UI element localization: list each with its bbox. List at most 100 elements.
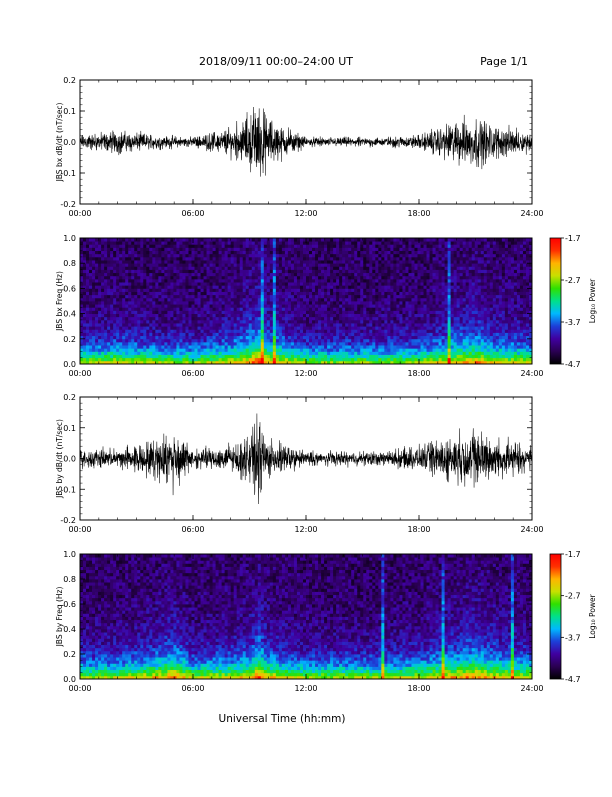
spectrogram-cell [255, 298, 258, 302]
spectrogram-cell [393, 244, 396, 248]
spectrogram-cell [273, 257, 276, 261]
spectrogram-cell [125, 358, 128, 362]
spectrogram-cell [98, 266, 101, 270]
spectrogram-cell [363, 307, 366, 311]
spectrogram-cell [116, 288, 119, 292]
spectrogram-cell [104, 279, 107, 283]
spectrogram-cell [113, 263, 116, 267]
spectrogram-cell [188, 298, 191, 302]
spectrogram-cell [201, 310, 204, 314]
spectrogram-cell [264, 276, 267, 280]
spectrogram-cell [288, 292, 291, 296]
spectrogram-cell [390, 247, 393, 251]
spectrogram-cell [255, 247, 258, 251]
spectrogram-cell [185, 273, 188, 277]
spectrogram-cell [267, 355, 270, 359]
spectrogram-cell [167, 323, 170, 327]
spectrogram-cell [122, 247, 125, 251]
spectrogram-cell [146, 304, 149, 308]
spectrogram-cell [357, 329, 360, 333]
spectrogram-cell [116, 282, 119, 286]
spectrogram-cell [421, 304, 424, 308]
spectrogram-cell [279, 358, 282, 362]
spectrogram-cell [240, 285, 243, 289]
spectrogram-cell [152, 285, 155, 289]
spectrogram-cell [439, 270, 442, 274]
spectrogram-cell [258, 333, 261, 337]
spectrogram-cell [402, 336, 405, 340]
spectrogram-cell [119, 276, 122, 280]
spectrogram-cell [83, 304, 86, 308]
spectrogram-cell [83, 323, 86, 327]
spectrogram-cell [95, 310, 98, 314]
spectrogram-cell [282, 292, 285, 296]
spectrogram-cell [273, 285, 276, 289]
spectrogram-cell [273, 273, 276, 277]
spectrogram-cell [267, 279, 270, 283]
spectrogram-cell [369, 333, 372, 337]
spectrogram-cell [92, 314, 95, 318]
spectrogram-cell [95, 333, 98, 337]
spectrogram-cell [89, 301, 92, 305]
spectrogram-cell [222, 317, 225, 321]
spectrogram-cell [436, 310, 439, 314]
spectrogram-cell [243, 273, 246, 277]
spectrogram-cell [396, 298, 399, 302]
spectrogram-cell [92, 333, 95, 337]
spectrogram-cell [104, 326, 107, 330]
spectrogram-cell [246, 326, 249, 330]
spectrogram-cell [188, 333, 191, 337]
spectrogram-cell [249, 273, 252, 277]
spectrogram-cell [258, 257, 261, 261]
spectrogram-cell [442, 282, 445, 286]
spectrogram-cell [231, 358, 234, 362]
spectrogram-cell [303, 326, 306, 330]
spectrogram-cell [182, 266, 185, 270]
spectrogram-cell [110, 355, 113, 359]
spectrogram-cell [396, 260, 399, 264]
spectrogram-cell [390, 282, 393, 286]
spectrogram-cell [372, 257, 375, 261]
spectrogram-cell [137, 292, 140, 296]
spectrogram-cell [228, 348, 231, 352]
spectrogram-cell [396, 295, 399, 299]
spectrogram-cell [279, 323, 282, 327]
spectrogram-cell [318, 241, 321, 245]
spectrogram-cell [231, 295, 234, 299]
spectrogram-cell [327, 358, 330, 362]
spectrogram-cell [155, 301, 158, 305]
spectrogram-cell [131, 348, 134, 352]
spectrogram-cell [282, 298, 285, 302]
spectrogram-cell [339, 298, 342, 302]
spectrogram-cell [288, 279, 291, 283]
spectrogram-cell [300, 345, 303, 349]
spectrogram-cell [207, 273, 210, 277]
spectrogram-cell [213, 292, 216, 296]
spectrogram-cell [348, 323, 351, 327]
spectrogram-cell [375, 339, 378, 343]
spectrogram-cell [300, 317, 303, 321]
spectrogram-cell [204, 307, 207, 311]
spectrogram-cell [243, 270, 246, 274]
spectrogram-cell [134, 298, 137, 302]
spectrogram-cell [246, 276, 249, 280]
spectrogram-cell [83, 273, 86, 277]
spectrogram-cell [255, 251, 258, 255]
spectrogram-cell [240, 348, 243, 352]
spectrogram-cell [351, 260, 354, 264]
spectrogram-cell [219, 238, 222, 242]
spectrogram-cell [191, 282, 194, 286]
spectrogram-cell [140, 351, 143, 355]
spectrogram-cell [354, 263, 357, 267]
spectrogram-cell [396, 288, 399, 292]
spectrogram-cell [80, 282, 83, 286]
spectrogram-cell [288, 307, 291, 311]
spectrogram-cell [318, 244, 321, 248]
spectrogram-cell [158, 358, 161, 362]
spectrogram-cell [164, 238, 167, 242]
spectrogram-cell [83, 282, 86, 286]
spectrogram-cell [86, 273, 89, 277]
spectrogram-cell [282, 257, 285, 261]
spectrogram-cell [363, 247, 366, 251]
spectrogram-cell [246, 270, 249, 274]
